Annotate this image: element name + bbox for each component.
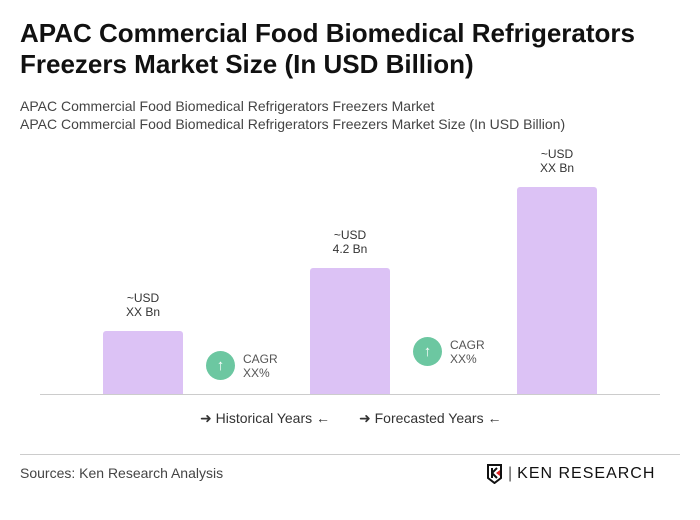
legend-forecasted: ➜ Forecasted Years ← [359, 410, 501, 427]
data-label-line2: XX Bn [125, 305, 161, 319]
data-label-line1: ~USD [333, 228, 367, 242]
legend-label: Historical Years [215, 410, 313, 426]
arrow-left-icon: ← [483, 410, 502, 426]
arrow-left-icon: ← [312, 410, 331, 426]
logo-text: KEN RESEARCH [517, 465, 656, 482]
data-label-line2: XX Bn [539, 161, 575, 175]
data-label-line1: ~USD [540, 147, 574, 161]
cagr-value: XX% [243, 365, 270, 380]
arrow-right-icon: ➜ [200, 410, 216, 426]
legend-historical: ➜ Historical Years ← [200, 410, 330, 427]
arrow-right-icon: ➜ [359, 410, 375, 426]
cagr-badge-1: ↑ CAGR XX% [206, 351, 278, 380]
data-label-line1: ~USD [126, 291, 160, 305]
cagr-badge-2: ↑ CAGR XX% [413, 337, 485, 366]
divider [20, 454, 680, 455]
cagr-label: CAGR [243, 351, 278, 366]
chart-title: APAC Commercial Food Biomedical Refriger… [20, 18, 635, 79]
bar [517, 187, 597, 394]
cagr-label: CAGR [450, 337, 485, 352]
x-axis [40, 394, 660, 395]
logo-icon [487, 464, 502, 484]
data-label: ~USD XX Bn [497, 147, 617, 175]
ken-research-logo: | KEN RESEARCH [486, 464, 655, 484]
bar [103, 331, 183, 394]
cagr-value: XX% [450, 351, 477, 366]
data-label: ~USD 4.2 Bn [290, 228, 410, 256]
source-text: Sources: Ken Research Analysis [20, 465, 224, 481]
arrow-up-icon: ↑ [206, 351, 235, 380]
subtitle: APAC Commercial Food Biomedical Refriger… [20, 98, 435, 114]
data-label-line2: 4.2 Bn [332, 242, 368, 256]
bar [310, 268, 390, 394]
arrow-up-icon: ↑ [413, 337, 442, 366]
data-label: ~USD XX Bn [83, 291, 203, 319]
legend-label: Forecasted Years [374, 410, 484, 426]
subtitle-2: APAC Commercial Food Biomedical Refriger… [20, 116, 566, 132]
